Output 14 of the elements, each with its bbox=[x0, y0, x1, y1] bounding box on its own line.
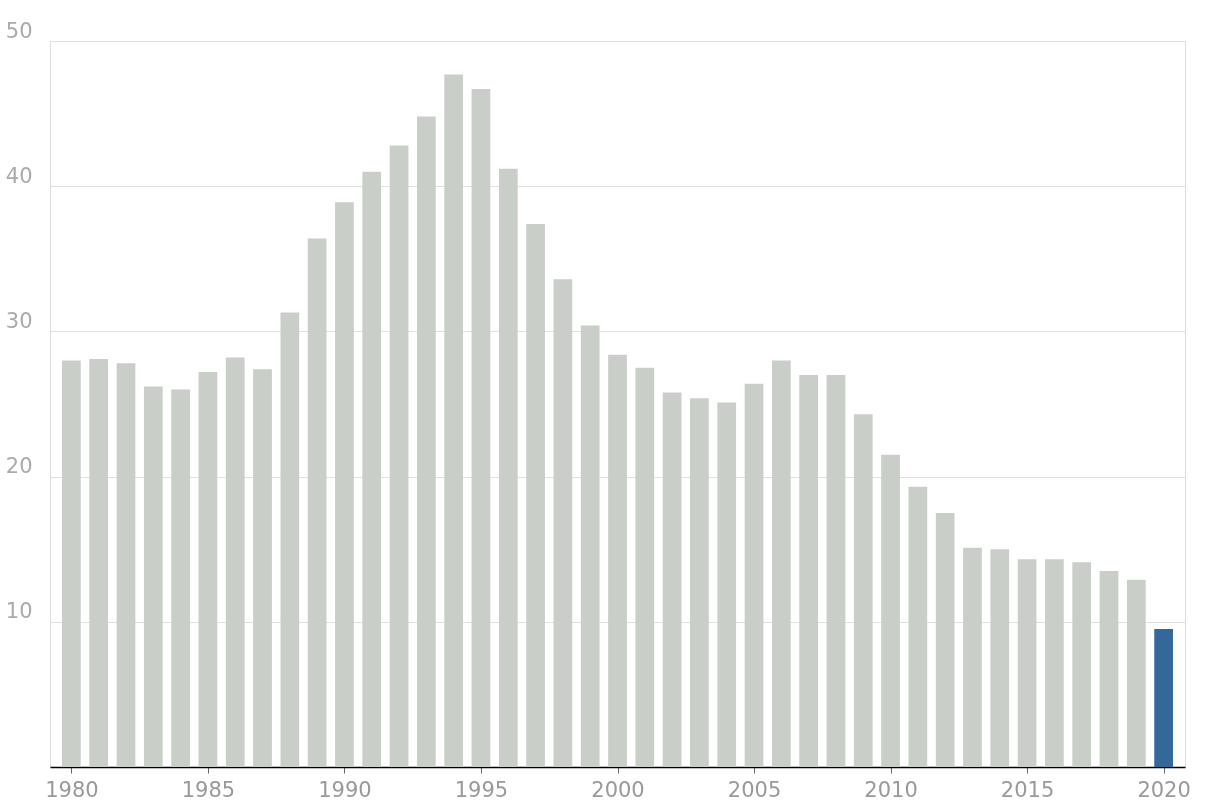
x-tick-label: 1990 bbox=[318, 777, 372, 802]
y-tick-label: 40 bbox=[5, 163, 33, 188]
x-tick-label: 2005 bbox=[727, 777, 782, 802]
x-tick-label: 1995 bbox=[454, 777, 509, 802]
y-tick-label: 30 bbox=[5, 308, 33, 333]
x-tick-label: 2015 bbox=[1000, 777, 1055, 802]
y-tick-label: 50 bbox=[5, 18, 33, 43]
x-tick-label: 2020 bbox=[1137, 777, 1191, 802]
y-tick-label: 20 bbox=[5, 454, 33, 479]
x-tick-label: 2000 bbox=[591, 777, 645, 802]
x-tick-label: 1980 bbox=[45, 777, 99, 802]
x-tick-label: 2010 bbox=[864, 777, 918, 802]
x-tick-label: 1985 bbox=[181, 777, 236, 802]
y-tick-label: 10 bbox=[5, 599, 33, 624]
